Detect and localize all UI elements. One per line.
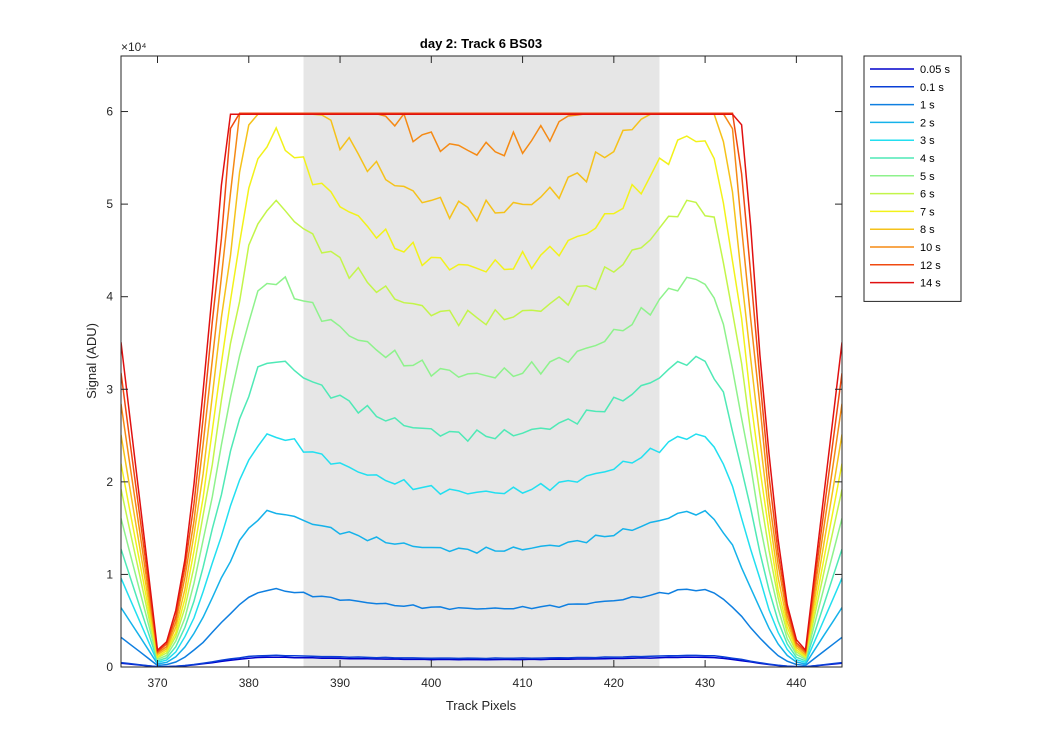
series-line-0p05s [121, 656, 842, 667]
axes: 370 380 390 400 410 420 430 440 0 1 2 3 4 5 6 [106, 55, 843, 690]
y-tick-label: 0 [106, 660, 113, 674]
y-axis-label: Signal (ADU) [84, 323, 99, 399]
series-line-6s [121, 199, 842, 659]
legend-label: 10 s [920, 242, 941, 254]
legend-label: 6 s [920, 189, 935, 201]
legend-label: 12 s [920, 260, 941, 272]
x-axis-label: Track Pixels [446, 698, 517, 713]
chart-title: day 2: Track 6 BS03 [420, 36, 542, 51]
legend-label: 4 s [920, 153, 935, 165]
series-lines [121, 112, 842, 667]
y-exponent-label: ×10⁴ [121, 40, 147, 54]
x-tick-label: 440 [786, 676, 806, 690]
legend-label: 1 s [920, 100, 935, 112]
x-tick-label: 430 [695, 676, 715, 690]
series-line-1s [121, 587, 842, 667]
legend-label: 0.05 s [920, 64, 950, 76]
y-tick-label: 5 [106, 197, 113, 211]
series-line-14s [121, 113, 842, 652]
legend-label: 14 s [920, 278, 941, 290]
x-tick-label: 420 [604, 676, 624, 690]
series-line-5s [121, 275, 842, 661]
y-tick-label: 1 [106, 567, 113, 581]
shaded-region [303, 56, 660, 667]
legend-label: 2 s [920, 117, 935, 129]
series-line-7s [121, 126, 842, 658]
legend-box [863, 55, 962, 302]
x-tick-label: 380 [239, 676, 259, 690]
legend-label: 5 s [920, 171, 935, 183]
series-line-12s [121, 112, 842, 654]
legend-label: 0.1 s [920, 82, 944, 94]
series-line-3s [121, 432, 842, 664]
x-tick-label: 390 [330, 676, 350, 690]
legend-label: 3 s [920, 135, 935, 147]
y-tick-label: 3 [106, 382, 113, 396]
series-line-0p1s [121, 654, 842, 667]
y-tick-label: 4 [106, 290, 113, 304]
y-tick-label: 6 [106, 105, 113, 119]
x-tick-label: 400 [421, 676, 441, 690]
x-tick-label: 410 [513, 676, 533, 690]
series-line-8s [121, 113, 842, 657]
legend-label: 8 s [920, 224, 935, 236]
series-line-2s [121, 509, 842, 665]
legend: 0.05 s 0.1 s 1 s 2 s 3 s 4 s 5 s 6 s 7 s 8 s 10 s 1… [863, 55, 962, 302]
series-line-4s [121, 355, 842, 662]
x-tick-label: 370 [147, 676, 167, 690]
y-tick-label: 2 [106, 475, 113, 489]
legend-label: 7 s [920, 206, 935, 218]
axes-box [120, 55, 843, 668]
